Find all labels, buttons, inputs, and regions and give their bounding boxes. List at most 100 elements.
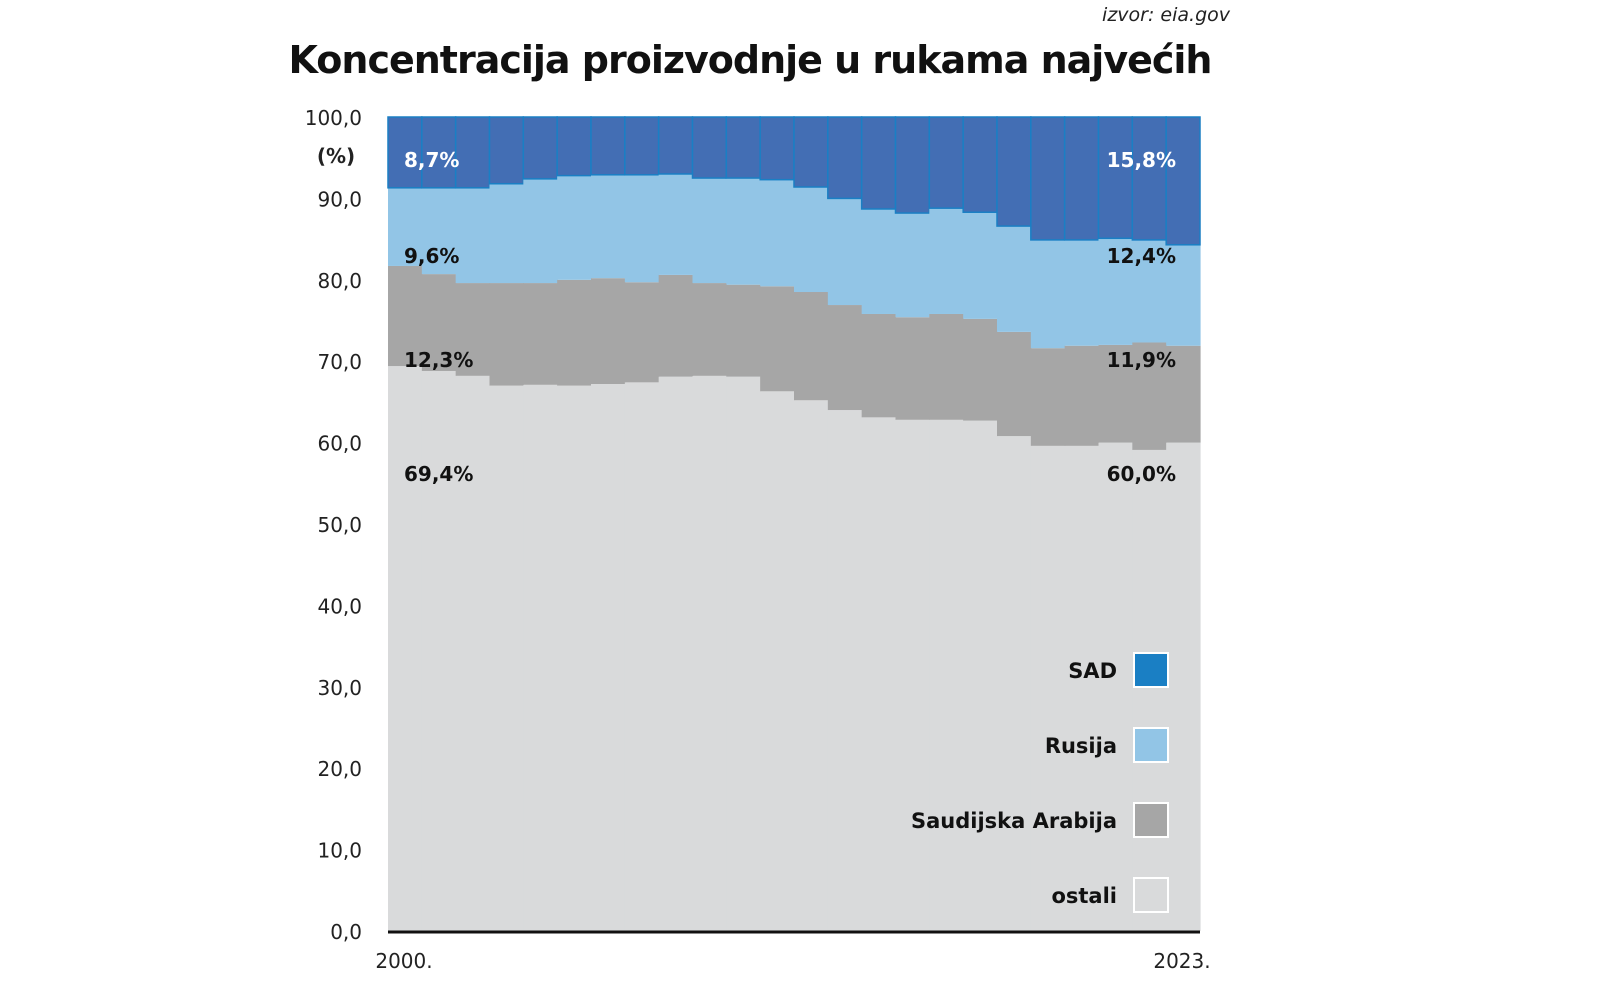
bar-sad-2021: [1097, 116, 1134, 240]
legend-swatch-rusija: [1133, 727, 1169, 763]
bar-saudijska-arabija-2016: [929, 313, 964, 420]
bar-rusija-2015: [895, 213, 930, 318]
bar-rusija-2023: [1166, 244, 1201, 346]
y-tick-label: 60,0: [317, 432, 362, 456]
legend-label: SAD: [1068, 659, 1117, 683]
y-tick-label: 30,0: [317, 676, 362, 700]
bar-saudijska-arabija-2021: [1098, 344, 1133, 443]
legend-label: Rusija: [1045, 734, 1117, 758]
y-tick-label: 20,0: [317, 757, 362, 781]
bar-saudijska-arabija-2023: [1166, 345, 1201, 443]
end-label-saudijska-arabija: 11,9%: [1107, 348, 1176, 372]
bar-ostali-2010: [726, 376, 761, 931]
bar-saudijska-arabija-2000: [388, 265, 423, 367]
bar-sad-2002: [454, 116, 491, 189]
bar-ostali-2002: [455, 375, 491, 931]
bar-ostali-2005: [557, 385, 592, 931]
bar-ostali-2014: [861, 417, 897, 932]
bar-ostali-2015: [895, 419, 930, 931]
end-label-sad: 15,8%: [1107, 148, 1176, 172]
bar-saudijska-arabija-2001: [421, 274, 457, 371]
bar-ostali-2000: [388, 366, 423, 932]
y-axis-unit: (%): [317, 144, 355, 168]
bar-rusija-2000: [388, 187, 423, 266]
bar-saudijska-arabija-2018: [997, 331, 1032, 437]
chart-title: Koncentracija proizvodnje u rukama najve…: [288, 38, 1213, 82]
bar-sad-2022: [1131, 116, 1167, 241]
y-tick-label: 10,0: [317, 839, 362, 863]
y-tick-label: 100,0: [305, 106, 362, 130]
bar-ostali-2022: [1132, 449, 1167, 931]
bar-sad-2006: [590, 116, 626, 176]
bar-sad-2003: [488, 116, 525, 185]
start-label-rusija: 9,6%: [404, 244, 459, 268]
y-tick-label: 70,0: [317, 350, 362, 374]
bar-rusija-2022: [1132, 239, 1167, 343]
bar-sad-2017: [962, 116, 998, 213]
bar-rusija-2019: [1030, 239, 1066, 349]
bar-saudijska-arabija-2005: [557, 279, 592, 386]
bar-saudijska-arabija-2011: [760, 286, 795, 392]
bar-saudijska-arabija-2004: [523, 283, 558, 385]
bar-rusija-2009: [692, 178, 727, 284]
bar-rusija-2013: [827, 198, 863, 306]
bar-saudijska-arabija-2013: [827, 305, 863, 411]
end-label-ostali: 60,0%: [1107, 462, 1176, 486]
bar-sad-2013: [827, 116, 863, 200]
bar-saudijska-arabija-2007: [624, 282, 660, 383]
y-tick-label: 80,0: [317, 269, 362, 293]
bar-rusija-2003: [489, 183, 524, 284]
bar-ostali-2007: [624, 382, 660, 931]
bar-saudijska-arabija-2022: [1132, 342, 1167, 450]
bar-sad-2009: [691, 116, 728, 179]
bar-sad-2015: [894, 116, 931, 214]
bar-sad-2019: [1030, 116, 1066, 241]
bar-ostali-2021: [1098, 442, 1133, 931]
bar-rusija-2014: [861, 208, 897, 314]
start-label-sad: 8,7%: [404, 148, 459, 172]
bar-ostali-2016: [929, 419, 964, 931]
y-tick-label: 40,0: [317, 594, 362, 618]
bar-saudijska-arabija-2014: [861, 313, 897, 418]
x-tick-label: 2000.: [375, 949, 432, 973]
bar-sad-2018: [996, 116, 1032, 227]
legend-label: Saudijska Arabija: [911, 809, 1117, 833]
bar-sad-2005: [556, 116, 592, 177]
bar-sad-2004: [522, 116, 558, 180]
bar-sad-2007: [624, 116, 660, 176]
bar-saudijska-arabija-2008: [658, 274, 694, 377]
bar-rusija-2018: [997, 226, 1032, 332]
y-tick-label: 90,0: [317, 187, 362, 211]
bar-rusija-2001: [421, 187, 457, 275]
legend-swatch-saudijska-arabija: [1133, 802, 1169, 838]
source-note: izvor: eia.gov: [1102, 4, 1230, 26]
bar-saudijska-arabija-2015: [895, 317, 930, 420]
bar-sad-2014: [860, 116, 897, 210]
bar-saudijska-arabija-2010: [726, 284, 761, 377]
bar-rusija-2010: [726, 178, 761, 285]
bar-saudijska-arabija-2020: [1064, 345, 1100, 446]
bar-ostali-2001: [421, 370, 457, 931]
bar-sad-2023: [1165, 116, 1201, 246]
bar-rusija-2007: [624, 174, 660, 283]
y-tick-label: 50,0: [317, 513, 362, 537]
bar-sad-2020: [1063, 116, 1100, 241]
bar-ostali-2009: [692, 375, 727, 931]
bar-rusija-2006: [591, 174, 626, 279]
bar-ostali-2019: [1030, 445, 1066, 931]
start-label-saudijska-arabija: 12,3%: [404, 348, 473, 372]
bar-rusija-2008: [658, 173, 694, 275]
legend-label: ostali: [1051, 884, 1117, 908]
bar-rusija-2011: [760, 179, 795, 287]
bar-sad-2010: [725, 116, 761, 179]
bar-saudijska-arabija-2006: [591, 278, 626, 384]
bar-sad-2012: [793, 116, 829, 188]
bar-ostali-2020: [1064, 445, 1100, 931]
bar-sad-2011: [759, 116, 795, 181]
legend-swatch-ostali: [1133, 877, 1169, 913]
bar-rusija-2004: [523, 178, 558, 284]
bar-rusija-2020: [1064, 239, 1100, 346]
bar-ostali-2018: [997, 436, 1032, 931]
bar-rusija-2005: [557, 175, 592, 280]
